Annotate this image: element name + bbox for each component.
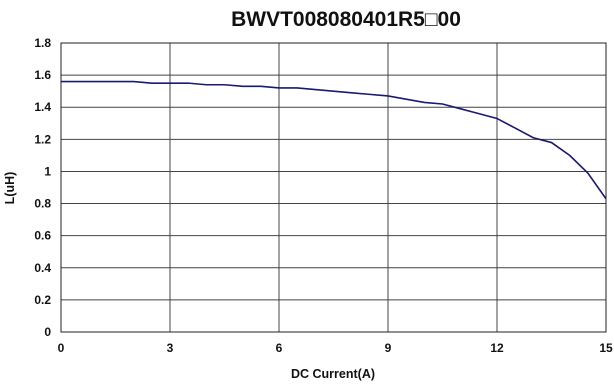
x-axis-label: DC Current(A) [291,367,375,381]
y-tick-label: 0 [44,325,51,339]
x-tick-label: 6 [276,341,283,355]
y-tick-label: 0.4 [34,261,51,275]
y-tick-label: 0.6 [34,229,51,243]
x-tick-labels: 0 3 6 9 12 15 [58,341,613,355]
y-tick-label: 1.4 [34,100,51,114]
y-tick-label: 1.6 [34,68,51,82]
y-tick-label: 1 [44,164,51,178]
y-tick-labels: 0 0.2 0.4 0.6 0.8 1 1.2 1.4 1.6 1.8 [34,36,51,339]
y-tick-label: 1.8 [34,36,51,50]
series-line [61,80,607,200]
y-tick-label: 1.2 [34,132,51,146]
grid [60,42,607,333]
y-axis-label: L(uH) [3,172,17,205]
x-tick-label: 12 [490,341,504,355]
x-tick-label: 9 [385,341,392,355]
x-tick-label: 3 [167,341,174,355]
plot-frame [60,42,607,333]
chart-title: BWVT008080401R5□00 [231,8,461,31]
x-tick-label: 15 [599,341,613,355]
y-tick-label: 0.2 [34,293,51,307]
y-tick-label: 0.8 [34,197,51,211]
x-tick-label: 0 [58,341,65,355]
